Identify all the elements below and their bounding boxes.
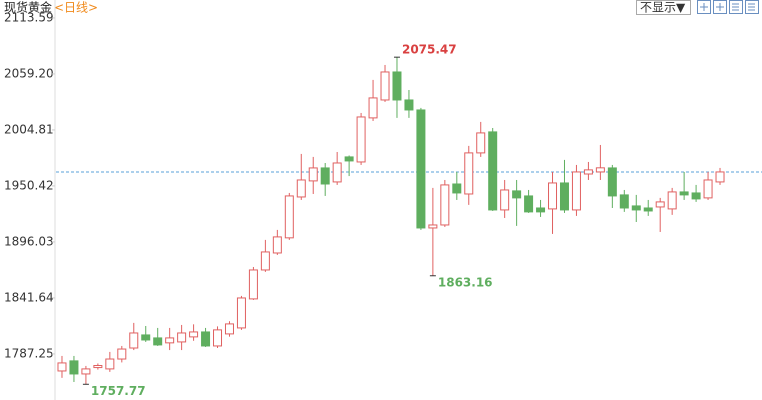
candle-body <box>595 167 605 173</box>
candle-body <box>619 194 629 209</box>
candle-body <box>320 167 330 185</box>
candle-body <box>105 358 115 370</box>
candle-body <box>380 71 390 101</box>
candle-body <box>476 132 486 154</box>
candle-body <box>177 332 187 343</box>
candle-body <box>368 97 378 119</box>
candle-body <box>715 171 725 183</box>
y-tick-label: 1841.64 <box>4 290 54 304</box>
candle-body <box>332 162 342 183</box>
candle-body <box>500 189 510 211</box>
candle-body <box>416 109 426 229</box>
candle-body <box>165 337 175 344</box>
candle-body <box>440 184 450 226</box>
candle-body <box>607 167 617 197</box>
candle-body <box>464 152 474 195</box>
candle-body <box>404 99 414 111</box>
toolbar: 不显示▼ <box>636 0 759 15</box>
candle-body <box>703 179 713 199</box>
candle-body <box>248 269 258 300</box>
period-selector[interactable]: <日线> <box>54 1 98 15</box>
candle-body <box>153 337 163 346</box>
toggle-label[interactable]: 不显示▼ <box>640 1 686 15</box>
candle-body <box>69 360 79 375</box>
candle-body <box>571 171 581 211</box>
candle-body <box>57 362 67 372</box>
candle-body <box>213 329 223 347</box>
low-label: 1757.77 <box>91 384 146 398</box>
candle-body <box>141 334 151 341</box>
candle-body <box>679 191 689 196</box>
candle-body <box>260 251 270 271</box>
low-label: 1863.16 <box>438 275 493 289</box>
candle-body <box>93 365 103 369</box>
y-tick-label: 1950.42 <box>4 178 54 192</box>
candle-body <box>81 368 91 375</box>
y-tick-label: 2059.20 <box>4 66 54 80</box>
candle-body <box>201 331 211 347</box>
high-label: 2075.47 <box>402 43 457 57</box>
y-tick-label: 2004.81 <box>4 122 54 136</box>
candle-body <box>284 195 294 239</box>
candle-body <box>236 297 246 329</box>
toggle-button[interactable] <box>636 0 691 15</box>
candle-body <box>512 190 522 199</box>
candle-body <box>428 224 438 229</box>
candle-body <box>643 207 653 212</box>
candle-body <box>452 183 462 194</box>
candle-body <box>272 236 282 254</box>
y-tick-label: 1896.03 <box>4 234 54 248</box>
candle-body <box>583 169 593 175</box>
chart-title: 现货黄金 <box>4 0 52 15</box>
candle-body <box>308 167 318 182</box>
candle-body <box>488 131 498 211</box>
candle-body <box>691 192 701 200</box>
candle-body <box>129 332 139 349</box>
candle-body <box>189 331 199 338</box>
candle-body <box>344 156 354 162</box>
tool-icon-glyph <box>716 3 724 11</box>
candle-body <box>356 116 366 163</box>
candle-body <box>296 179 306 198</box>
candle-body <box>524 195 534 213</box>
candle-body <box>631 205 641 211</box>
y-tick-label: 1787.25 <box>4 346 54 360</box>
tool-icon-glyph <box>732 3 739 11</box>
candle-body <box>655 201 665 208</box>
tool-icon-glyph <box>748 3 755 11</box>
candle-body <box>536 207 546 213</box>
candle-body <box>117 348 127 360</box>
y-tick-label: 2113.59 <box>4 10 54 24</box>
candle-body <box>224 323 234 335</box>
candle-body <box>548 182 558 210</box>
tool-icon-glyph <box>700 3 708 11</box>
candle-body <box>559 182 569 211</box>
candle-body <box>667 191 677 210</box>
candle-body <box>392 71 402 101</box>
